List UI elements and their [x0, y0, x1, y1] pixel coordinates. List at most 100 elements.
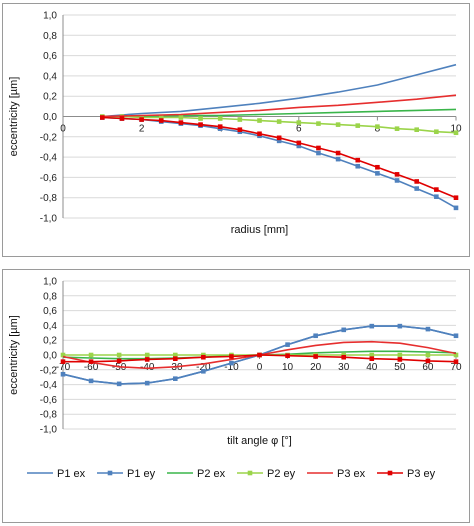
data-point [375, 124, 380, 129]
data-point [414, 127, 419, 132]
data-point [198, 116, 203, 121]
data-point [453, 333, 459, 339]
y-tick-label: 0,8 [43, 291, 57, 302]
data-point [434, 187, 439, 192]
data-point [116, 381, 122, 387]
data-point [425, 358, 431, 364]
data-point [453, 205, 459, 211]
data-point [335, 150, 341, 156]
y-tick-label: 0,2 [43, 92, 57, 103]
radius-chart: 1,0 0,8 0,6 0,4 0,2 0,0 -0,2 -0,4 -0,6 -0,8 -1,0 0 2… [8, 11, 462, 259]
data-point [296, 120, 302, 125]
y-tick-label: 0,0 [43, 112, 57, 123]
legend-label: P1 ey [127, 257, 156, 258]
data-point [397, 352, 403, 358]
data-point [394, 126, 400, 131]
data-point [257, 131, 262, 137]
legend-marker [387, 470, 393, 476]
y-tick-label: -0,4 [40, 380, 58, 391]
y-tick-label: -0,4 [40, 153, 58, 164]
data-point [397, 357, 403, 362]
data-point [116, 358, 122, 364]
data-point [375, 164, 380, 170]
data-point [172, 376, 178, 381]
y-tick-label: 0,2 [43, 336, 57, 347]
x-tick-label: -70 [56, 362, 71, 373]
data-point [397, 323, 403, 329]
data-point [394, 178, 400, 183]
data-point [341, 354, 347, 360]
y-tick-label: 0,4 [43, 321, 57, 332]
data-point [316, 150, 321, 156]
data-point [296, 143, 302, 149]
data-point [257, 118, 262, 123]
x-axis-title: radius [mm] [231, 224, 288, 236]
data-point [60, 352, 66, 358]
data-point [88, 378, 94, 384]
legend-label: P2 ey [267, 257, 296, 258]
data-point [178, 115, 184, 120]
data-point [229, 354, 234, 359]
y-tick-label: 0,6 [43, 306, 57, 317]
data-point [335, 156, 341, 162]
data-point [198, 122, 203, 127]
data-point [276, 135, 282, 141]
legend-label: P2 ex [197, 468, 226, 480]
data-point [434, 129, 439, 135]
x-tick-label: 6 [296, 124, 302, 135]
data-point [453, 352, 459, 358]
x-tick-label: 50 [394, 362, 406, 373]
data-point [341, 327, 347, 333]
data-point [60, 359, 66, 364]
y-tick-label: 0,0 [43, 351, 57, 362]
data-point [158, 115, 164, 120]
y-axis-title: eccentricity [µm] [8, 315, 20, 395]
data-point [178, 120, 184, 125]
data-point [313, 354, 318, 359]
data-point [355, 163, 361, 169]
data-point [237, 117, 243, 122]
data-point [316, 121, 321, 126]
data-point [144, 357, 150, 362]
data-point [276, 138, 282, 144]
data-point [394, 172, 400, 177]
data-point [100, 115, 105, 120]
data-point [158, 118, 164, 123]
legend-label: P1 ex [57, 468, 86, 480]
data-point [172, 352, 178, 358]
y-tick-label: -0,2 [40, 365, 58, 376]
data-point [201, 354, 206, 360]
x-tick-label: 8 [375, 124, 381, 135]
legend-label: P1 ex [57, 257, 86, 258]
data-point [116, 352, 122, 358]
series-line-p3-ex [102, 94, 457, 118]
data-point [217, 116, 223, 121]
data-point [276, 119, 282, 124]
data-point [425, 352, 431, 358]
series-line-p1-ey [102, 116, 457, 209]
data-point [453, 130, 459, 136]
data-point [355, 123, 361, 128]
data-point [144, 380, 150, 386]
x-tick-label: -20 [196, 362, 211, 373]
data-point [285, 342, 290, 347]
data-point [453, 195, 459, 200]
series-line-p1-ex [102, 63, 457, 118]
y-axis-title: eccentricity [µm] [8, 77, 20, 157]
x-tick-label: -10 [224, 362, 239, 373]
legend-label: P2 ex [197, 257, 226, 258]
legend-label: P3 ey [407, 468, 436, 480]
data-point [172, 356, 178, 361]
x-tick-label: 0 [257, 362, 263, 373]
x-tick-label: 60 [422, 362, 434, 373]
y-tick-label: -1,0 [40, 425, 58, 436]
data-point [369, 352, 375, 358]
y-tick-label: 1,0 [43, 277, 57, 288]
data-point [425, 326, 431, 332]
y-tick-label: 0,8 [43, 31, 57, 42]
x-tick-label: 10 [450, 124, 462, 135]
chart-panel-tilt: 1,0 0,8 0,6 0,4 0,2 0,0 -0,2 -0,4 -0,6 -0,8 -1,0 -7… [2, 269, 470, 523]
data-point [369, 356, 375, 361]
data-point [313, 333, 318, 339]
legend-label: P3 ex [337, 257, 366, 258]
